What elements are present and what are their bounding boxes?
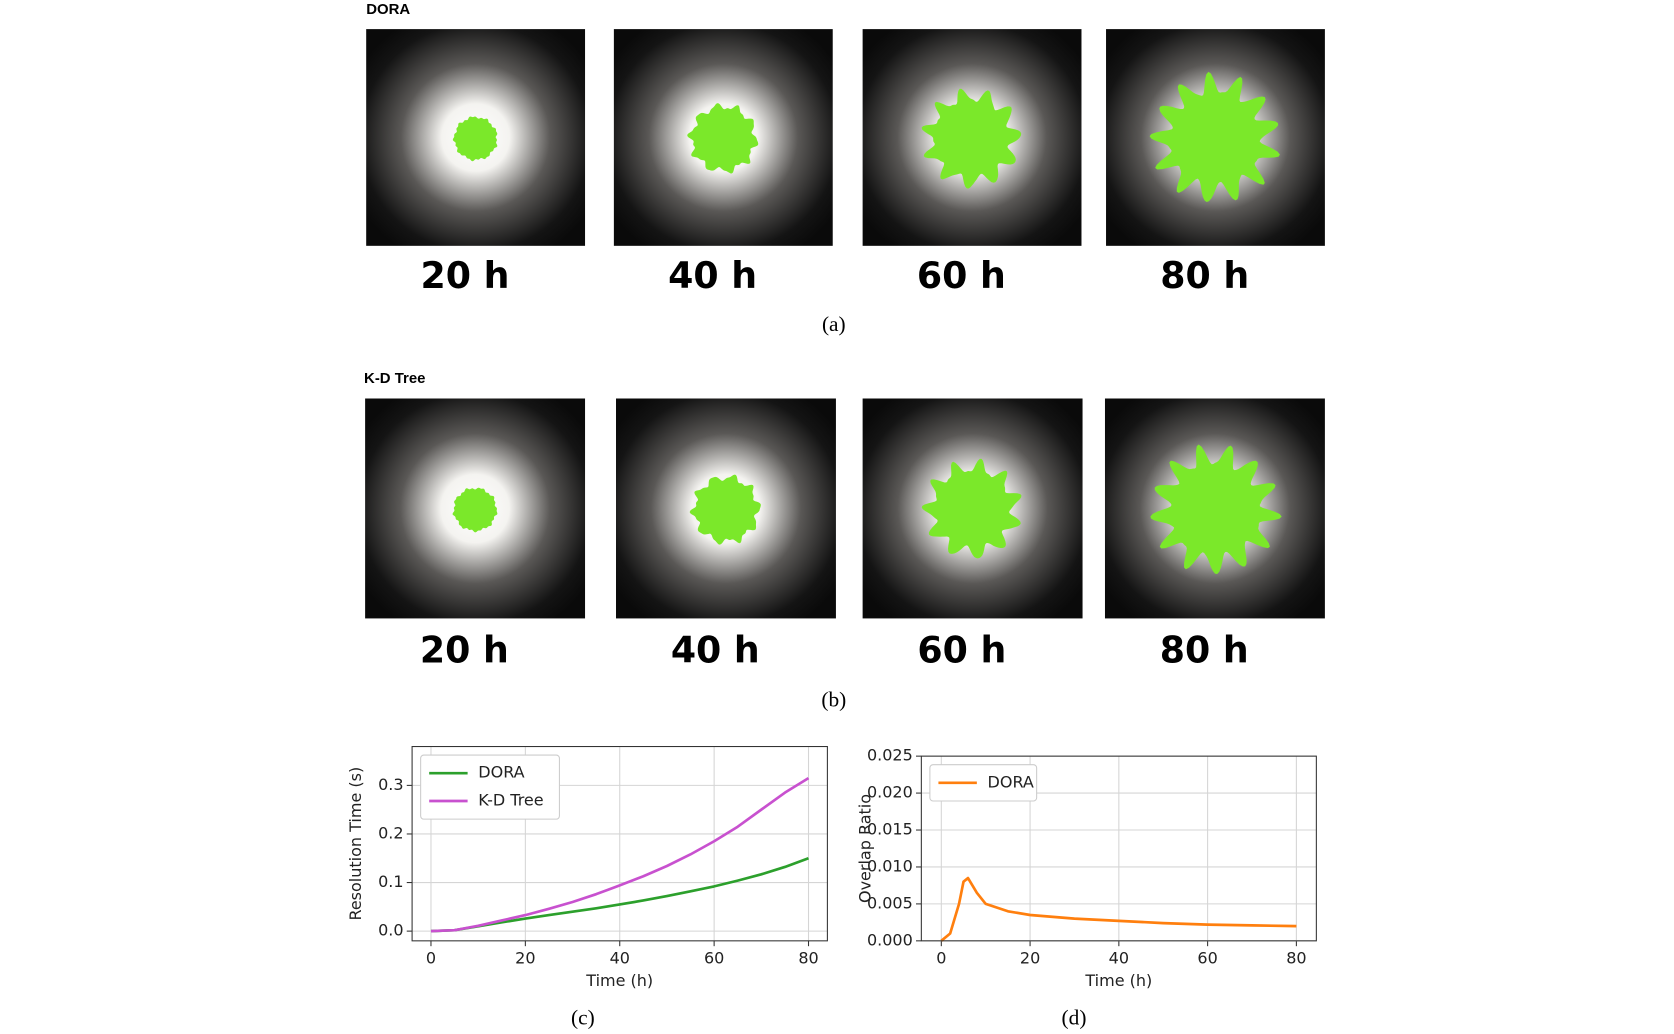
y-tick-label: 0.010: [867, 856, 913, 875]
y-tick-label: 0.015: [867, 820, 913, 839]
legend-box: [929, 764, 1038, 802]
x-tick-label: 60: [1197, 948, 1217, 967]
plot-frame: [920, 755, 1317, 942]
cell-colony: [452, 116, 498, 162]
plot-frame: [411, 746, 828, 942]
frame-label: 40 h: [671, 629, 760, 672]
cell-colony: [921, 88, 1022, 189]
x-tick-label: 60: [704, 948, 724, 967]
cell-colony: [1149, 71, 1280, 202]
y-tick-label: 0.005: [867, 893, 913, 912]
x-tick-label: 80: [1286, 948, 1306, 967]
y-tick-label: 0.0: [378, 921, 403, 940]
frame-label: 80 h: [1160, 629, 1249, 672]
chart: 0 20 40 60 80 0.0 0.1 0.2 0.3 DORA K-D Tree Time (h…: [346, 746, 828, 1030]
cell-colony: [1150, 444, 1282, 575]
cell-colony: [689, 474, 761, 545]
cell-colony: [687, 103, 759, 174]
series-line: [940, 876, 1297, 942]
caption: (b): [821, 688, 846, 712]
y-axis-label: Overlap Ratio: [855, 794, 874, 903]
x-tick-label: 40: [1109, 948, 1129, 967]
caption: (d): [1062, 1006, 1087, 1030]
x-axis-label: Time (h): [585, 971, 653, 990]
y-tick-label: 0.025: [867, 746, 913, 765]
x-tick-label: 20: [1020, 948, 1040, 967]
cell-colony: [452, 487, 498, 533]
frame-label: 80 h: [1160, 254, 1249, 297]
frame-label: 20 h: [420, 629, 509, 672]
legend-box: [420, 754, 560, 820]
x-tick-label: 0: [936, 948, 946, 967]
x-axis-label: Time (h): [1084, 971, 1152, 990]
series-line: [430, 856, 809, 933]
panel-title: DORA: [366, 1, 410, 18]
legend-label: DORA: [988, 772, 1034, 791]
y-tick-label: 0.1: [378, 872, 403, 891]
x-tick-label: 0: [426, 948, 436, 967]
legend-label: K-D Tree: [478, 790, 543, 809]
frame-label: 20 h: [420, 254, 509, 297]
chart: 0 20 40 60 80 0.000 0.005 0.010 0.015 0.020 0.025 D…: [855, 746, 1317, 1030]
legend-label: DORA: [478, 763, 524, 782]
cell-colony: [921, 458, 1022, 559]
y-axis-label: Resolution Time (s): [346, 767, 365, 921]
x-tick-label: 40: [610, 948, 630, 967]
series-line: [430, 776, 810, 933]
panel-title: K-D Tree: [364, 370, 425, 387]
caption: (c): [571, 1006, 595, 1030]
y-tick-label: 0.2: [378, 823, 403, 842]
y-tick-label: 0.000: [867, 930, 913, 949]
y-tick-label: 0.3: [378, 775, 403, 794]
y-tick-label: 0.020: [867, 783, 913, 802]
frame-label: 60 h: [917, 629, 1006, 672]
x-tick-label: 80: [798, 948, 818, 967]
frame-label: 40 h: [668, 254, 757, 297]
x-tick-label: 20: [515, 948, 535, 967]
frame-label: 60 h: [917, 254, 1006, 297]
caption: (a): [822, 312, 846, 336]
